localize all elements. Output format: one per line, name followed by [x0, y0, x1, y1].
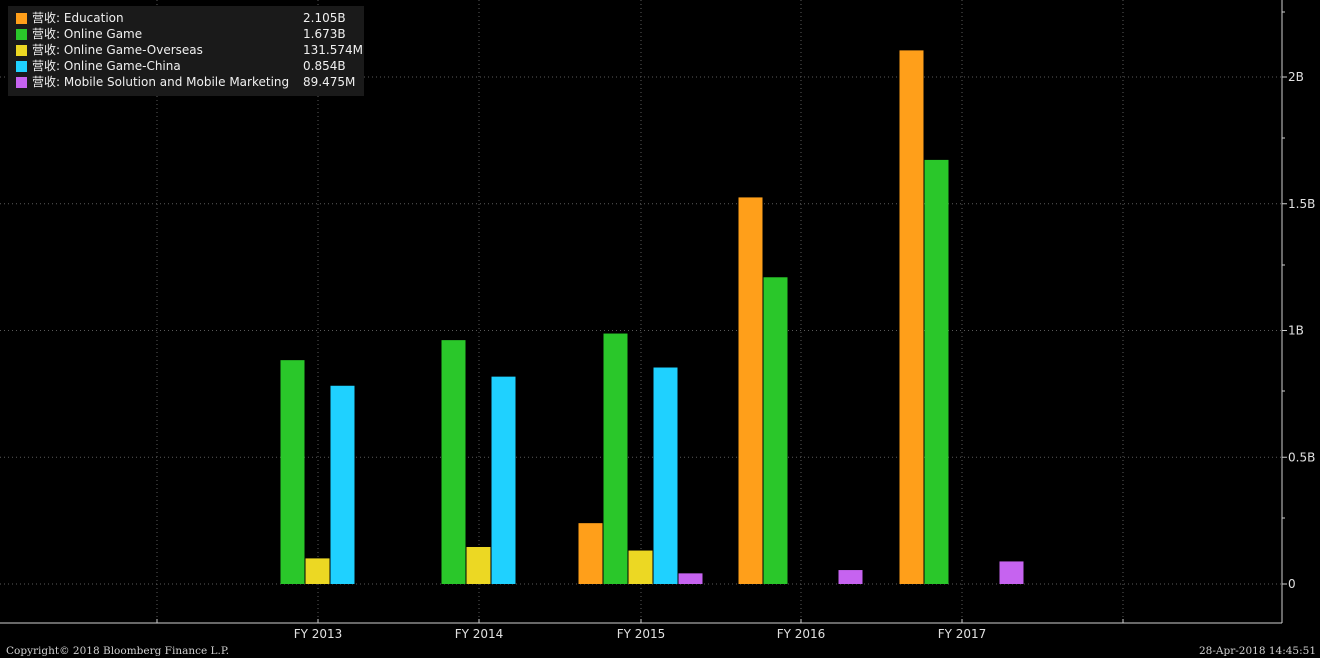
timestamp-text: 28-Apr-2018 14:45:51	[1199, 645, 1316, 657]
bar	[466, 546, 491, 584]
bar	[678, 573, 703, 584]
legend-entry: 营收: Education 2.105B	[14, 10, 364, 26]
bar	[738, 197, 763, 584]
y-tick-label: 0	[1288, 577, 1296, 591]
bar	[491, 376, 516, 584]
legend-entry: 营收: Online Game-Overseas 131.574M	[14, 42, 364, 58]
bar	[763, 277, 788, 584]
x-tick-label: FY 2016	[777, 627, 826, 641]
legend-label: 营收: Online Game	[32, 27, 143, 41]
legend-swatch	[16, 61, 27, 72]
bar	[628, 550, 653, 584]
legend-value: 89.475M	[303, 75, 356, 89]
legend-value: 2.105B	[303, 11, 346, 25]
legend: 营收: Education 2.105B 营收: Online Game 1.6…	[8, 6, 364, 96]
legend-entry: 营收: Mobile Solution and Mobile Marketing…	[14, 74, 364, 90]
y-tick-label: 1.5B	[1288, 197, 1315, 211]
axes: 0 0.5B 1B 1.5B 2B FY 2013 FY 2014 FY 2015 FY 201…	[0, 0, 1315, 641]
bar	[924, 159, 949, 584]
bar	[838, 570, 863, 584]
bars	[280, 50, 1024, 584]
x-tick-label: FY 2015	[617, 627, 666, 641]
bar	[305, 558, 330, 584]
copyright-text: Copyright© 2018 Bloomberg Finance L.P.	[6, 645, 230, 657]
legend-value: 1.673B	[303, 27, 346, 41]
y-tick-label: 1B	[1288, 324, 1304, 338]
y-tick-label: 2B	[1288, 70, 1304, 84]
legend-label: 营收: Online Game-Overseas	[32, 43, 203, 57]
bar	[330, 385, 355, 584]
legend-swatch	[16, 29, 27, 40]
legend-label: 营收: Mobile Solution and Mobile Marketing	[32, 75, 290, 89]
bar	[603, 333, 628, 584]
legend-entry: 营收: Online Game 1.673B	[14, 26, 364, 42]
legend-swatch	[16, 13, 27, 24]
bar	[899, 50, 924, 584]
legend-swatch	[16, 45, 27, 56]
x-tick-label: FY 2017	[938, 627, 987, 641]
legend-label: 营收: Online Game-China	[32, 59, 181, 73]
legend-value: 131.574M	[303, 43, 363, 57]
bar	[441, 340, 466, 584]
bar	[999, 561, 1024, 584]
bar	[578, 523, 603, 584]
legend-entry: 营收: Online Game-China 0.854B	[14, 58, 364, 74]
bar	[653, 367, 678, 584]
x-tick-label: FY 2014	[455, 627, 504, 641]
legend-swatch	[16, 77, 27, 88]
y-tick-label: 0.5B	[1288, 450, 1315, 464]
legend-label: 营收: Education	[32, 11, 124, 25]
legend-value: 0.854B	[303, 59, 346, 73]
bar	[280, 360, 305, 584]
x-tick-label: FY 2013	[294, 627, 343, 641]
